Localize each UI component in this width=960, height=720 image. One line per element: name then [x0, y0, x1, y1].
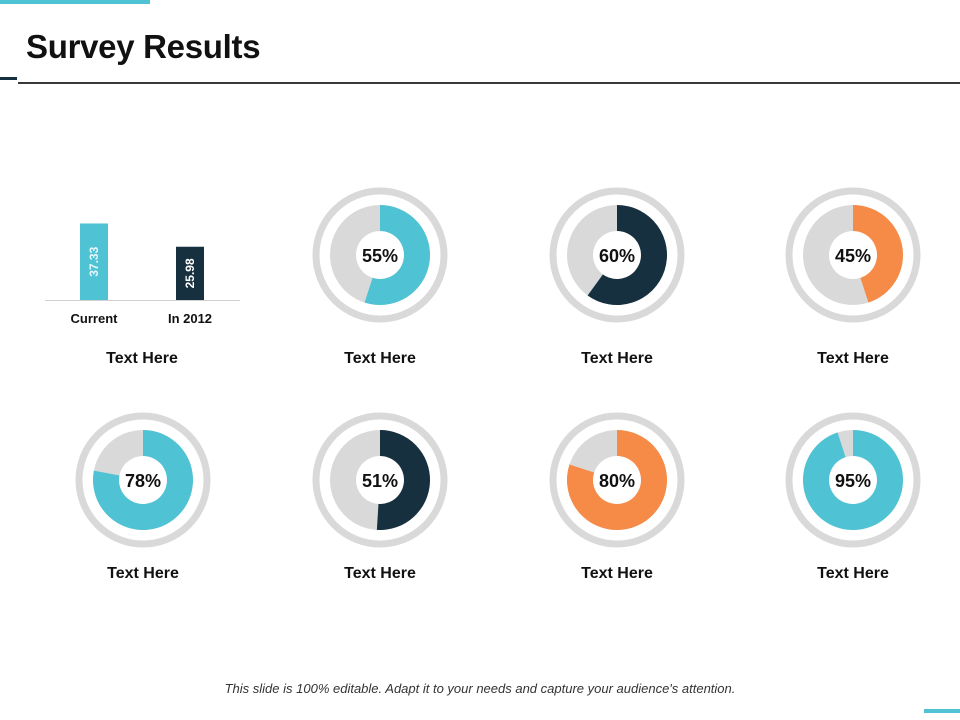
donut-chart-95: 95%: [785, 412, 921, 548]
card-label: Text Here: [107, 565, 179, 582]
donut-segment: [853, 205, 903, 303]
outer-ring: [75, 412, 211, 548]
outer-ring: [549, 187, 685, 323]
outer-ring: [312, 412, 448, 548]
donut-percent-label: 80%: [599, 471, 635, 491]
donut-hole: [593, 231, 641, 279]
donut-percent-label: 95%: [835, 471, 871, 491]
category-label: Current: [71, 311, 119, 326]
outer-ring: [312, 187, 448, 323]
outer-ring: [549, 412, 685, 548]
donut-hole: [119, 456, 167, 504]
top-accent-bar: [0, 0, 150, 4]
donut-chart-45: 45%: [785, 187, 921, 323]
donut-chart-55: 55%: [312, 187, 448, 323]
bar-chart: 37.33 Current 25.98 In 2012: [45, 223, 240, 326]
donut-chart-80: 80%: [549, 412, 685, 548]
donut-percent-label: 45%: [835, 246, 871, 266]
bottom-accent-bar: [924, 709, 960, 713]
donut-hole: [593, 456, 641, 504]
donut-percent-label: 78%: [125, 471, 161, 491]
donut-percent-label: 55%: [362, 246, 398, 266]
footer-note: This slide is 100% editable. Adapt it to…: [224, 681, 736, 696]
donut-hole: [829, 231, 877, 279]
slide-title: Survey Results: [26, 28, 261, 65]
donut-hole: [829, 456, 877, 504]
donut-chart-51: 51%: [312, 412, 448, 548]
category-label: In 2012: [168, 311, 212, 326]
bar-2: [176, 246, 204, 300]
donut-chart-60: 60%: [549, 187, 685, 323]
card-label: Text Here: [581, 350, 653, 367]
donut-percent-label: 60%: [599, 246, 635, 266]
bar-value-label: 37.33: [87, 246, 101, 276]
card-label: Text Here: [344, 565, 416, 582]
donut-chart-78: 78%: [75, 412, 211, 548]
title-divider: [18, 82, 960, 84]
card-label: Text Here: [344, 350, 416, 367]
donut-hole: [356, 231, 404, 279]
card-label: Text Here: [817, 350, 889, 367]
outer-ring: [785, 187, 921, 323]
bar-1: [80, 223, 108, 300]
bar-value-label: 25.98: [183, 258, 197, 288]
outer-ring: [785, 412, 921, 548]
card-label: Text Here: [106, 350, 178, 367]
card-label: Text Here: [817, 565, 889, 582]
title-marker: [0, 77, 17, 80]
donut-percent-label: 51%: [362, 471, 398, 491]
card-label: Text Here: [581, 565, 653, 582]
donut-hole: [356, 456, 404, 504]
